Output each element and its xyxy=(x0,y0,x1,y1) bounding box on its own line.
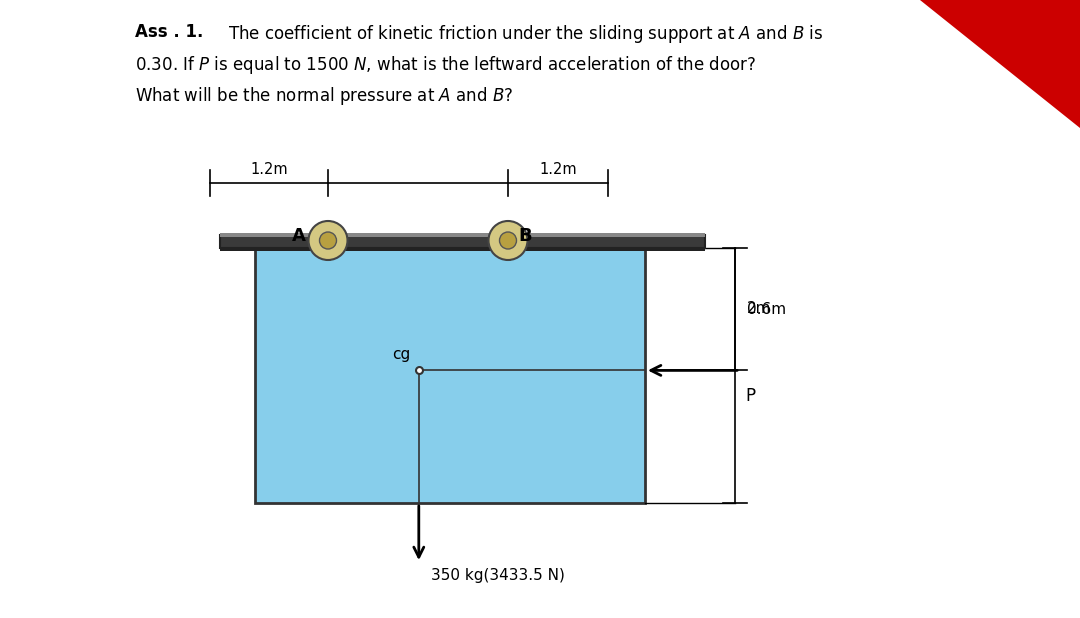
Text: The coefficient of kinetic friction under the sliding support at $A$ and $B$ is: The coefficient of kinetic friction unde… xyxy=(228,23,823,45)
Text: 350 kg(3433.5 N): 350 kg(3433.5 N) xyxy=(431,568,565,583)
Bar xyxy=(220,248,705,250)
Text: Ass . 1.: Ass . 1. xyxy=(135,23,203,41)
Text: What will be the normal pressure at $A$ and $B$?: What will be the normal pressure at $A$ … xyxy=(135,85,513,107)
Text: cg: cg xyxy=(392,347,410,362)
Circle shape xyxy=(488,221,527,260)
Text: 0.30. If $P$ is equal to $1500$ $N$, what is the leftward acceleration of the do: 0.30. If $P$ is equal to $1500$ $N$, wha… xyxy=(135,54,756,76)
Text: 2m: 2m xyxy=(747,300,771,316)
Bar xyxy=(220,235,705,248)
Bar xyxy=(220,233,705,237)
Text: B: B xyxy=(518,227,531,245)
Text: A: A xyxy=(292,227,306,245)
Text: 0.6m: 0.6m xyxy=(747,302,786,316)
Polygon shape xyxy=(920,0,1080,128)
Text: P: P xyxy=(745,387,755,405)
Circle shape xyxy=(499,232,516,249)
Text: 1.2m: 1.2m xyxy=(251,162,287,177)
Circle shape xyxy=(309,221,348,260)
Text: 1.2m: 1.2m xyxy=(539,162,577,177)
Circle shape xyxy=(320,232,337,249)
Bar xyxy=(255,248,645,503)
